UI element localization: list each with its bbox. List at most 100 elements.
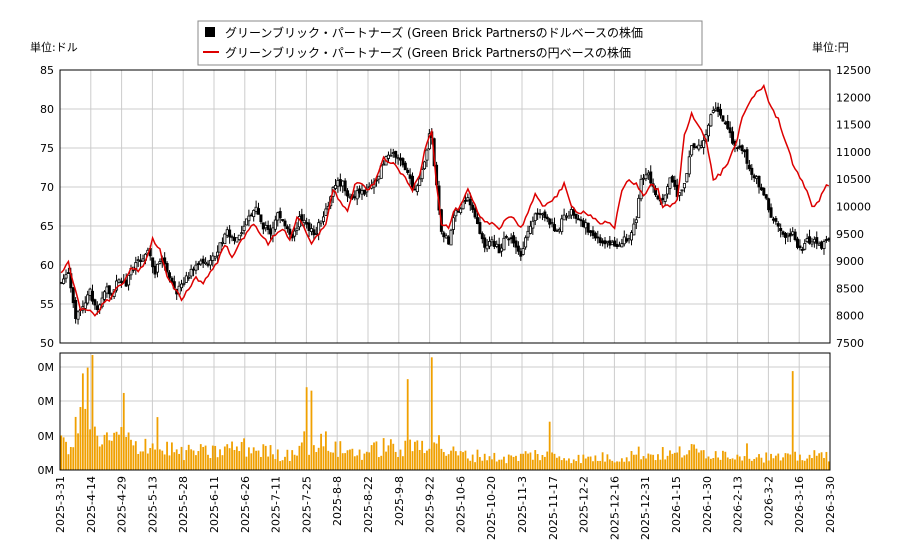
candle [490, 236, 494, 247]
candle-body [71, 287, 75, 304]
candle-body [815, 237, 819, 244]
candle-body [95, 305, 99, 310]
volume-bar [529, 452, 532, 470]
candle-body [668, 177, 672, 189]
volume-bar [272, 454, 274, 470]
volume-bar [700, 450, 703, 470]
candle-body [723, 122, 727, 125]
volume-bar [620, 458, 623, 470]
volume-bar [522, 453, 525, 470]
candle [593, 231, 597, 241]
candle-body [796, 238, 800, 248]
candle-body [86, 294, 90, 304]
candle-body [767, 198, 771, 211]
candle [442, 230, 446, 243]
candle-body [415, 185, 419, 193]
right-axis-ticks: 7500 8000 8500 9000 9500 10000 10500 11000 11500… [836, 64, 871, 350]
volume-bar [377, 457, 380, 470]
candle [728, 121, 732, 138]
candle [307, 219, 311, 238]
candle [567, 210, 571, 219]
volume-bar [365, 451, 368, 470]
volume-bar [394, 451, 397, 470]
candle [762, 187, 766, 197]
candle-body [625, 238, 629, 242]
candle-body [346, 190, 350, 197]
x-tick-label: 2025-5-28 [177, 476, 190, 533]
volume-bar [457, 455, 460, 470]
candle-body [793, 231, 797, 240]
legend-label-usd: グリーンブリック・パートナーズ (Green Brick Partnersのドル… [225, 25, 643, 40]
volume-bar [134, 441, 137, 470]
candle-body [586, 222, 590, 233]
volume-bar [789, 454, 792, 470]
candle-body [230, 236, 234, 239]
candle-body [824, 239, 828, 241]
candle [76, 310, 80, 325]
x-axis-labels: 2025-3-31 2025-4-14 2025-4-29 2025-5-13 2025… [54, 476, 837, 540]
candle-body [451, 217, 455, 230]
volume-bar [231, 441, 233, 470]
jpy-price-line [60, 83, 830, 317]
candle [488, 236, 492, 250]
volume-bar [491, 459, 493, 470]
candle [189, 264, 193, 279]
volume-bar [399, 449, 402, 470]
candle-body [574, 213, 578, 219]
volume-bar [79, 407, 82, 470]
volume-bar [89, 429, 91, 470]
candle-body [249, 214, 253, 217]
candle [574, 213, 578, 224]
volume-bar [440, 448, 443, 470]
candle-body [526, 230, 530, 238]
volume-bar [707, 456, 710, 470]
candle [757, 175, 761, 194]
candle-body [728, 127, 732, 134]
x-tick-label: 2025-9-22 [424, 476, 437, 533]
candle-body [411, 175, 415, 188]
volume-bar [233, 449, 236, 470]
volume-bar [563, 458, 566, 470]
candle-body [225, 229, 229, 236]
candle-body [273, 219, 277, 230]
candle [524, 235, 528, 250]
candle-body [519, 251, 523, 257]
volume-bar [584, 458, 587, 470]
volume-bar [767, 460, 770, 470]
volume-bar [818, 453, 821, 470]
candle [685, 173, 689, 183]
candle [257, 202, 261, 215]
candle-body [670, 176, 674, 183]
x-tick-label: 2026-1-15 [670, 476, 683, 533]
candle-body [64, 274, 68, 279]
candle-body [425, 149, 429, 161]
x-tick-label: 2025-10-20 [485, 476, 498, 540]
volume-bar [825, 451, 828, 470]
candle-body [608, 240, 612, 246]
candle [346, 188, 350, 202]
volume-bar [748, 458, 751, 470]
candle-body [800, 249, 804, 251]
candle [690, 145, 694, 157]
volume-bar [808, 454, 811, 470]
candle [285, 224, 289, 233]
volume-bar [223, 446, 226, 470]
volume-bar [462, 452, 464, 470]
volume-bar [260, 456, 262, 470]
candle [480, 231, 484, 244]
candle [656, 194, 660, 201]
volume-bar [777, 453, 780, 470]
volume-bar [93, 426, 96, 470]
volume-bar [592, 461, 594, 470]
volume-bar [149, 448, 152, 470]
volume-bar [178, 453, 181, 470]
volume-bar [74, 416, 77, 470]
volume-bar [510, 455, 513, 470]
candle-body [581, 220, 585, 228]
volume-bar [476, 449, 479, 470]
candle-body [779, 227, 783, 232]
volume-bar [666, 455, 669, 470]
left-tick-label: 55 [40, 298, 54, 311]
candle-body [694, 146, 698, 149]
candle-body [307, 222, 311, 231]
